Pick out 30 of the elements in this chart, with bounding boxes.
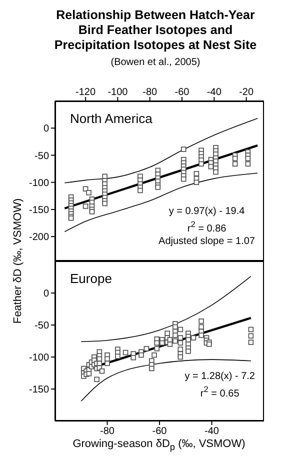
x-tick-label: -40 [204,426,220,438]
annotation: North America [70,111,152,126]
annotation: Adjusted slope = 1.07 [158,235,255,248]
y-tick-label: -200 [28,232,50,244]
y-tick-label: 0 [43,288,50,300]
annotation: r$^{2}$ = 0.65 [199,383,240,400]
y-tick-label: -100 [28,352,50,364]
y-axis-title: Feather δD (‰, VSMOW) [12,198,24,324]
y-tick-label: -150 [28,384,50,396]
chart-title: Relationship Between Hatch-Year Bird Feather Isotopes and Precipitation Isotopes at Nest Site [53,8,258,53]
x-tick-label: -60 [174,87,190,98]
y-tick-label: -100 [28,178,50,189]
x-tick-label: -40 [206,87,222,98]
x-tick-label: -80 [100,426,115,438]
annotation: y = 0.97(x) - 19.4 [168,205,246,218]
y-tick-label: 0 [43,124,50,135]
annotation: y = 1.28(x) - 7.2 [184,370,255,383]
x-tick-label: -60 [152,426,168,438]
line-series [64,172,258,232]
x-tick-label: -100 [108,87,128,98]
y-tick-label: -50 [34,150,50,162]
y-tick-label: -150 [28,205,50,216]
x-tick-label: -80 [142,87,158,98]
x-tick-label: -20 [239,87,254,98]
x-axis-title: Growing-season δD$_{p}$ (‰, VSMOW) [72,438,246,452]
chart-subtitle: (Bowen et al., 2005) [110,57,202,68]
x-tick-label: -120 [76,87,96,98]
annotation: Europe [70,271,112,286]
annotation: r$^{2}$ = 0.86 [186,218,228,236]
y-tick-label: -50 [34,320,50,332]
